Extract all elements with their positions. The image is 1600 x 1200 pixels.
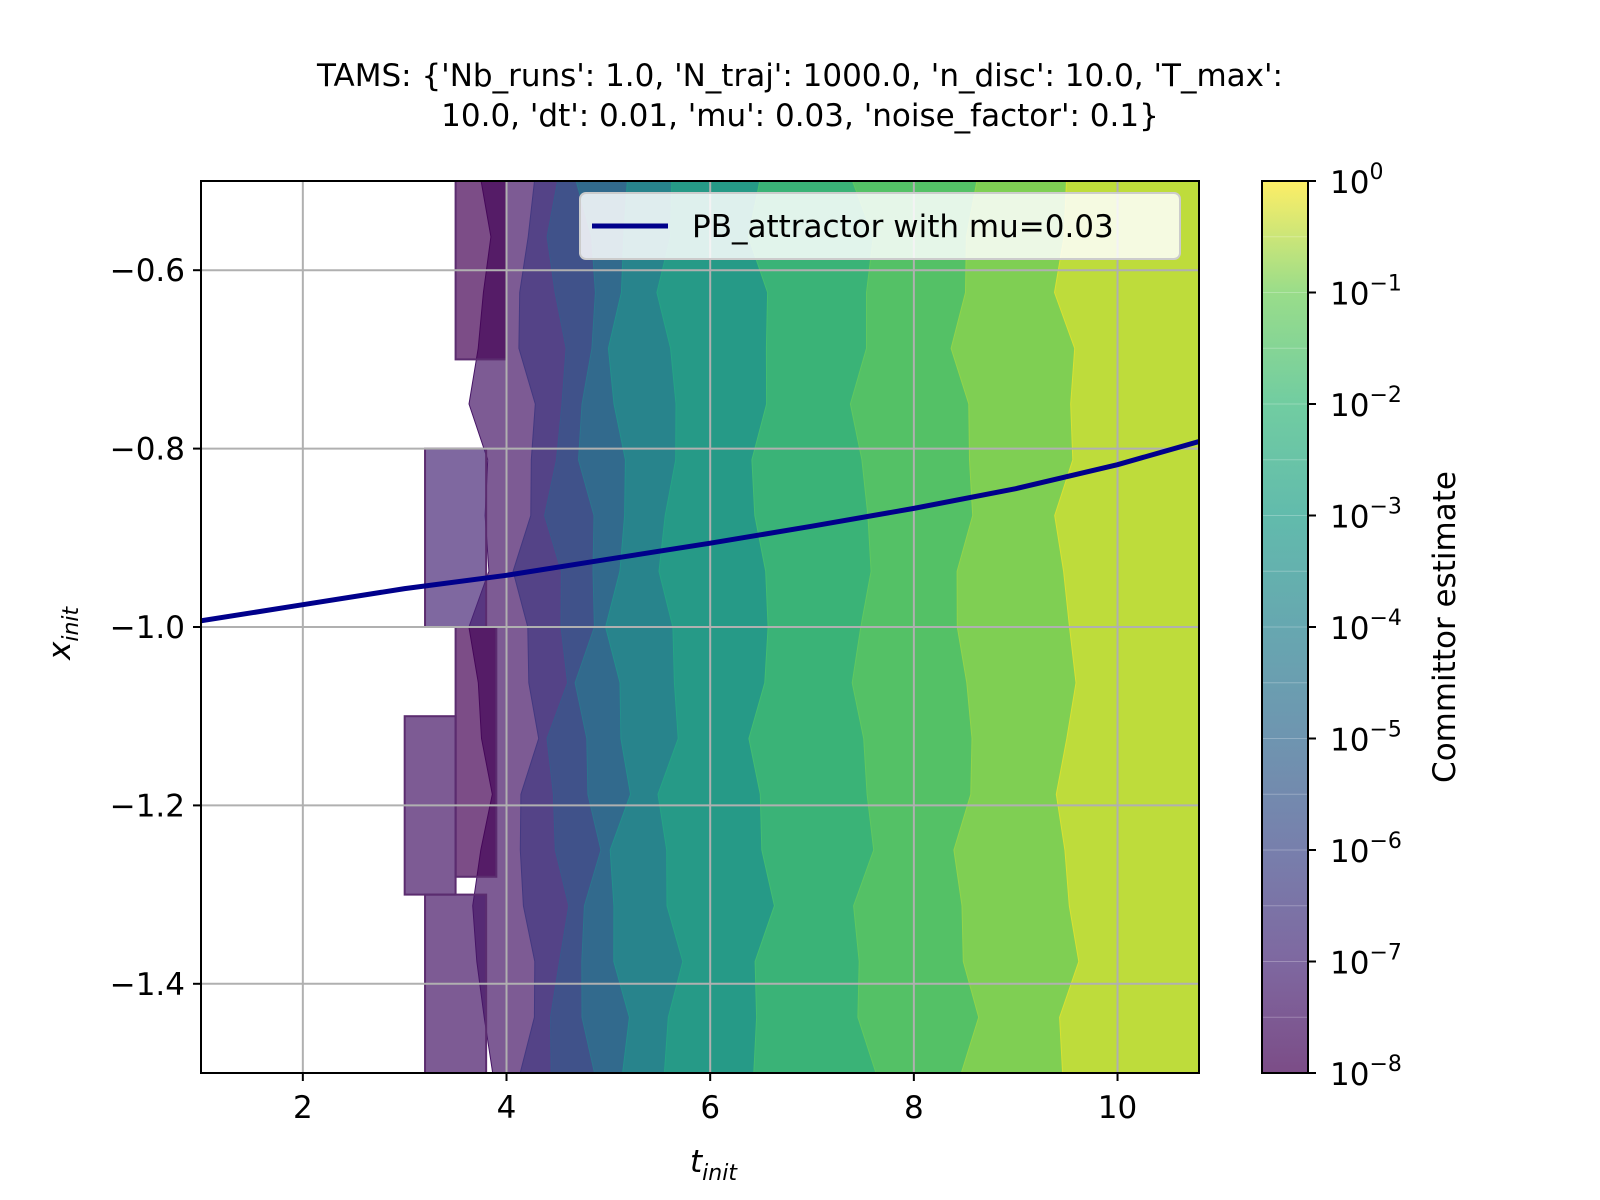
colorbar-fill	[1262, 181, 1308, 1073]
legend-label: PB_attractor with mu=0.03	[692, 209, 1114, 245]
colorbar-tick-label: 10−8	[1330, 1052, 1402, 1093]
series-line-pb-attractor	[201, 439, 1199, 624]
colorbar-tick-label: 100	[1330, 160, 1383, 201]
plot-area	[200, 180, 1200, 1074]
colorbar-level-lines	[1262, 236, 1308, 1018]
colorbar-tick-label: 10−7	[1330, 941, 1402, 982]
y-tick-label: −0.8	[110, 432, 185, 468]
x-tick-label: 2	[293, 1090, 313, 1126]
contour-patch	[424, 447, 488, 628]
series-layer	[201, 439, 1199, 624]
y-axis-label: xinit	[42, 605, 84, 661]
colorbar-tick-label: 10−3	[1330, 495, 1402, 536]
x-tick-label: 10	[1098, 1090, 1137, 1126]
colorbar-tick-label: 10−6	[1330, 829, 1402, 870]
chart-title-line-2: 10.0, 'dt': 0.01, 'mu': 0.03, 'noise_fac…	[441, 98, 1159, 134]
x-axis-ticks: 2 4 6 8 10	[293, 1073, 1137, 1126]
x-axis-label: tinit	[690, 1144, 738, 1186]
y-tick-label: −1.4	[110, 967, 185, 1003]
colorbar-tick-label: 10−4	[1330, 606, 1402, 647]
contour-patch	[454, 626, 498, 878]
legend-box	[579, 192, 1181, 260]
y-tick-label: −0.6	[110, 253, 185, 289]
chart-title-line-1: TAMS: {'Nb_runs': 1.0, 'N_traj': 1000.0,…	[317, 58, 1283, 94]
x-tick-label: 4	[497, 1090, 517, 1126]
colorbar-ticks: 100 10−1 10−2 10−3 10−4 10−5 10−6 10−7 10−8	[1308, 160, 1402, 1093]
colorbar-tick-label: 10−5	[1330, 718, 1402, 759]
x-tick-label: 8	[904, 1090, 924, 1126]
grid-lines	[201, 181, 1199, 1073]
contour-bands	[468, 181, 1199, 1073]
contour-patches	[403, 181, 508, 1073]
legend: PB_attractor with mu=0.03	[579, 192, 1181, 260]
colorbar-label: Committor estimate	[1427, 471, 1463, 783]
y-tick-label: −1.0	[110, 610, 185, 646]
y-tick-label: −1.2	[110, 788, 185, 824]
y-axis-ticks: −0.6 −0.8 −1.0 −1.2 −1.4	[110, 253, 201, 1003]
colorbar: 100 10−1 10−2 10−3 10−4 10−5 10−6 10−7 10−8 Comm…	[1261, 160, 1463, 1093]
x-tick-label: 6	[700, 1090, 720, 1126]
colorbar-tick-label: 10−1	[1330, 272, 1402, 313]
colorbar-tick-label: 10−2	[1330, 383, 1402, 424]
